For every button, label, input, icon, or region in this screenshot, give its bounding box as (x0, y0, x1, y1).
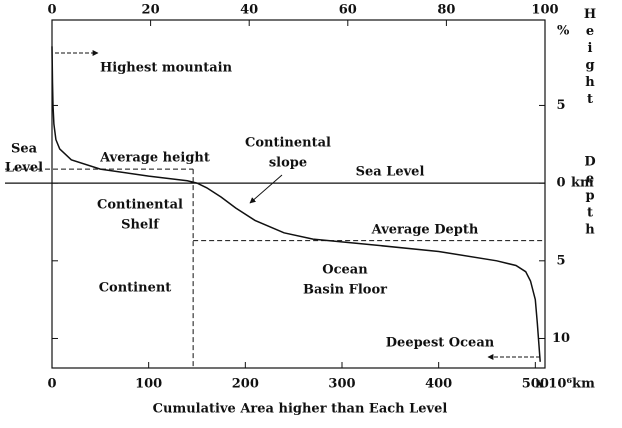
y-label-top: Height (583, 7, 598, 109)
y-tick-label: 0 (556, 176, 565, 191)
x2-unit: % (557, 24, 570, 39)
annotation: Average height (99, 151, 210, 166)
x-tick-label: 200 (232, 377, 259, 392)
y-unit: km (571, 176, 594, 191)
y-tick-label: 5 (556, 98, 565, 113)
annotation: Basin Floor (303, 283, 387, 298)
annotation: Sea (11, 142, 38, 157)
annotation: Shelf (121, 218, 160, 233)
hypsographic-curve (51, 46, 541, 362)
plot-frame (51, 19, 546, 369)
x-tick-label: 0 (47, 377, 56, 392)
x2-tick-label: 20 (142, 3, 160, 18)
x2-tick-label: 60 (339, 3, 357, 18)
annotation: Ocean (322, 263, 368, 278)
x-tick-label: 100 (135, 377, 162, 392)
annotation: Sea Level (356, 165, 425, 180)
annotation: Average Depth (371, 223, 479, 238)
annotation: Continental (245, 136, 331, 151)
arrow (249, 174, 283, 204)
y-label-bottom: Depth (583, 155, 598, 240)
x-tick-label: 500 (522, 377, 549, 392)
annotation: Level (5, 161, 43, 176)
annotation: Deepest Ocean (386, 336, 495, 351)
x2-tick-label: 40 (240, 3, 258, 18)
annotation: slope (269, 156, 307, 171)
x2-tick-label: 80 (437, 3, 455, 18)
x-tick-label: 300 (328, 377, 355, 392)
y-tick-label: 5 (556, 253, 565, 268)
x2-tick-label: 100 (531, 3, 558, 18)
x-tick-label: 400 (425, 377, 452, 392)
annotation: Highest mountain (100, 61, 233, 76)
x2-tick-label: 0 (47, 3, 56, 18)
annotation: Continental (97, 198, 183, 213)
y-tick-label: 10 (552, 331, 570, 346)
annotation: Continent (99, 281, 172, 296)
x-axis-label: Cumulative Area higher than Each Level (153, 402, 448, 417)
x-unit: x 10⁶km (536, 377, 595, 392)
